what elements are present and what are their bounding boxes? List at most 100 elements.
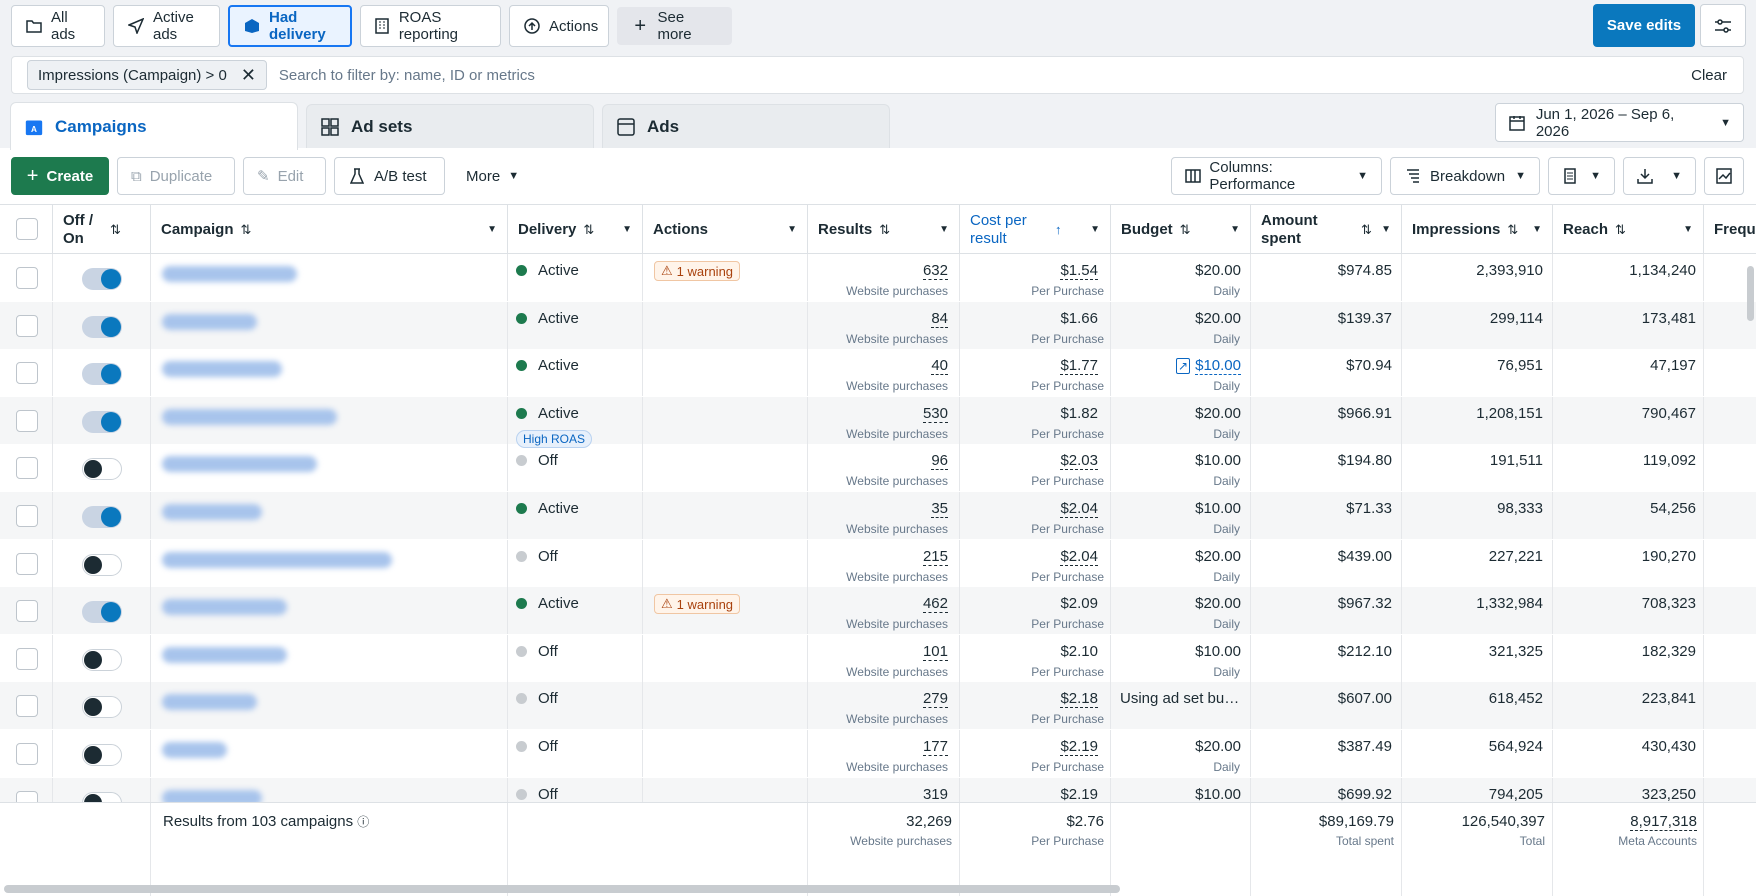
row-toggle[interactable] [82,363,122,386]
caret-down-icon[interactable]: ▼ [1532,224,1542,235]
horizontal-scrollbar[interactable] [4,885,1120,893]
sort-icon[interactable]: ⇅ [1179,222,1191,237]
row-toggle[interactable] [82,458,122,481]
row-toggle[interactable] [82,601,122,624]
chip-see-more[interactable]: + See more [617,7,732,45]
campaign-name-redacted[interactable] [162,313,257,330]
cpr-value[interactable]: $2.19 [1060,738,1098,756]
duplicate-button[interactable]: ⧉ Duplicate [117,157,235,195]
campaign-name-redacted[interactable] [162,694,257,711]
breakdown-button[interactable]: Breakdown ▼ [1390,157,1540,195]
col-results[interactable]: Results ⇅ ▼ [808,205,960,255]
close-icon[interactable]: ✕ [240,64,256,85]
row-toggle[interactable] [82,553,122,576]
caret-down-icon[interactable]: ▼ [622,224,632,235]
tab-ads[interactable]: Ads [602,104,890,148]
campaign-name-redacted[interactable] [162,646,287,663]
table-row[interactable]: Active ⚠ 1 warning 632 Website purchases $1.5… [0,254,1756,301]
campaign-name-redacted[interactable] [162,789,262,806]
chip-had-delivery[interactable]: Had delivery [228,5,352,47]
sort-icon[interactable]: ⇅ [1615,222,1626,237]
table-row[interactable]: Active 40 Website purchases $1.77 Per Purcha… [0,349,1756,397]
col-cost-per-result[interactable]: Cost per result ↑ ▼ [960,205,1111,255]
row-checkbox[interactable] [16,267,38,289]
create-button[interactable]: + Create [11,157,109,195]
results-value[interactable]: 101 [922,642,948,661]
cpr-value[interactable]: $1.54 [1060,262,1098,280]
results-value[interactable]: 215 [922,547,948,566]
row-toggle[interactable] [82,410,122,433]
col-amount-spent[interactable]: Amount spent ⇅ ▼ [1251,205,1402,255]
budget-value[interactable]: ↗ $10.00 [1176,357,1241,376]
row-checkbox[interactable] [16,505,38,527]
date-range-picker[interactable]: Jun 1, 2026 – Sep 6, 2026 ▼ [1495,103,1744,142]
chip-all-ads[interactable]: All ads [11,5,105,47]
table-row[interactable]: Active High ROAS 530 Website purchases $1.82… [0,396,1756,448]
select-all-checkbox[interactable] [16,218,38,240]
row-toggle[interactable] [82,506,122,528]
table-row[interactable]: Off 177 Website purchases $2.19 Per Purchase… [0,730,1756,777]
sort-icon[interactable]: ⇅ [879,222,891,237]
clear-filter-link[interactable]: Clear [1691,66,1727,84]
col-impressions[interactable]: Impressions ⇅ ▼ [1402,205,1553,255]
table-row[interactable]: Off 96 Website purchases $2.03 Per Purchase $… [0,444,1756,492]
row-checkbox[interactable] [16,362,38,385]
edit-button[interactable]: ✎ Edit [243,157,326,195]
reports-button[interactable]: ▼ [1548,157,1615,195]
settings-button[interactable] [1700,4,1746,47]
table-row[interactable]: Active 84 Website purchases $1.66 Per Purcha… [0,301,1756,349]
caret-down-icon[interactable]: ▼ [1090,224,1100,235]
table-row[interactable]: Off 101 Website purchases $2.10 Per Purchase… [0,634,1756,682]
cpr-value[interactable]: $2.03 [1060,452,1098,471]
sort-icon[interactable]: ⇅ [240,222,252,237]
row-checkbox[interactable] [16,743,38,765]
results-value[interactable]: 462 [922,595,948,614]
ab-test-button[interactable]: A/B test [334,157,445,195]
caret-down-icon[interactable]: ▼ [1683,224,1693,235]
save-edits-button[interactable]: Save edits [1593,4,1695,47]
col-frequency[interactable]: Frequ [1704,205,1756,255]
col-offon[interactable]: Off / On ⇅ [53,205,151,255]
row-checkbox[interactable] [16,314,38,337]
results-value[interactable]: 84 [931,309,948,328]
campaign-name-redacted[interactable] [162,551,392,568]
chip-active-ads[interactable]: Active ads [113,5,220,47]
campaign-name-redacted[interactable] [162,456,317,473]
sort-icon[interactable]: ⇅ [1507,222,1519,237]
caret-down-icon[interactable]: ▼ [787,224,797,235]
results-value[interactable]: 319 [922,785,948,804]
sort-asc-icon[interactable]: ↑ [1055,222,1062,237]
cpr-value[interactable]: $2.04 [1060,547,1098,566]
cpr-value[interactable]: $1.77 [1060,357,1098,376]
row-checkbox[interactable] [16,552,38,575]
chart-view-button[interactable] [1704,157,1744,195]
col-reach[interactable]: Reach ⇅ ▼ [1553,205,1704,255]
info-icon[interactable]: ⓘ [357,815,370,829]
table-row[interactable]: Off 215 Website purchases $2.04 Per Purchase… [0,539,1756,587]
campaign-name-redacted[interactable] [162,266,297,282]
row-toggle[interactable] [82,744,122,766]
col-budget[interactable]: Budget ⇅ ▼ [1111,205,1251,255]
chip-roas-reporting[interactable]: ROAS reporting [360,5,501,47]
cpr-value[interactable]: $1.66 [1060,309,1098,327]
row-toggle[interactable] [82,268,122,290]
row-checkbox[interactable] [16,695,38,718]
row-toggle[interactable] [82,648,122,671]
results-value[interactable]: 35 [931,500,948,518]
row-checkbox[interactable] [16,409,38,432]
results-value[interactable]: 177 [922,738,948,756]
row-checkbox[interactable] [16,647,38,670]
caret-down-icon[interactable]: ▼ [939,224,949,235]
filter-search-input[interactable]: Search to filter by: name, ID or metrics [278,66,535,84]
tab-campaigns[interactable]: A Campaigns [10,102,298,150]
campaign-name-redacted[interactable] [162,599,287,616]
warning-badge[interactable]: ⚠ 1 warning [654,594,741,615]
vertical-scrollbar[interactable] [1747,266,1754,321]
col-actions[interactable]: Actions ▼ [643,205,808,255]
row-checkbox[interactable] [16,600,38,623]
cpr-value[interactable]: $2.04 [1060,500,1098,518]
table-row[interactable]: Off 279 Website purchases $2.18 Per Purchase… [0,682,1756,730]
caret-down-icon[interactable]: ▼ [1230,224,1240,235]
caret-down-icon[interactable]: ▼ [1381,224,1391,235]
campaign-name-redacted[interactable] [162,504,262,520]
